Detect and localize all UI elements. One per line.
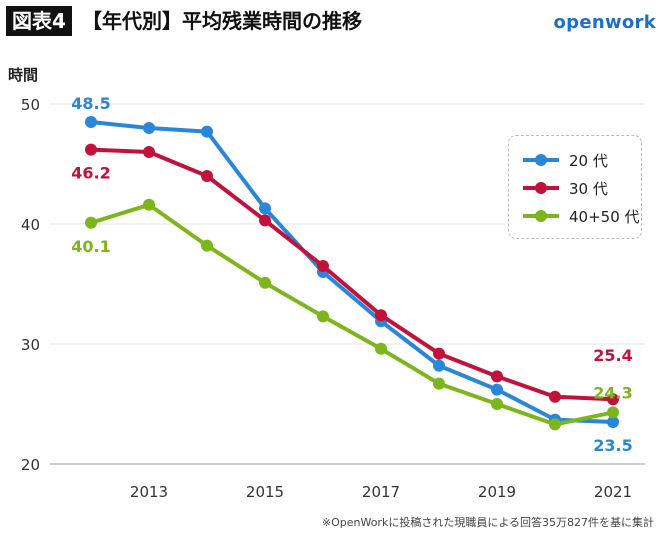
data-point	[259, 276, 271, 289]
y-tick-label: 40	[21, 216, 40, 234]
data-point	[433, 347, 445, 360]
data-point	[143, 122, 155, 134]
data-point	[259, 202, 271, 215]
data-point	[317, 260, 329, 272]
x-tick-label: 2017	[362, 483, 400, 501]
data-point	[201, 125, 213, 138]
data-point	[143, 146, 155, 158]
data-point	[491, 398, 503, 410]
data-point	[607, 406, 619, 419]
legend-item-20s: 20 代	[523, 150, 608, 170]
data-point	[607, 393, 619, 406]
legend-swatch	[523, 154, 559, 166]
data-point	[433, 377, 445, 390]
data-point	[201, 239, 213, 252]
data-point	[491, 370, 503, 383]
data-point	[375, 342, 387, 355]
x-tick-label: 2021	[594, 483, 632, 501]
footnote: ※OpenWorkに投稿された現職員による回答35万827件を基に集計	[321, 516, 654, 529]
chart-title: 【年代別】平均残業時間の推移	[82, 9, 362, 33]
y-axis-label: 時間	[8, 66, 39, 84]
legend-label: 20 代	[569, 151, 608, 170]
legend-item-30s: 30 代	[523, 178, 608, 198]
openwork-logo: openwork	[553, 12, 656, 33]
data-point	[85, 143, 97, 156]
legend-swatch	[523, 210, 559, 222]
legend-swatch	[523, 182, 559, 194]
data-point	[375, 309, 387, 322]
y-tick-label: 50	[21, 96, 40, 114]
data-label: 24.3	[593, 383, 632, 402]
series-line	[90, 120, 614, 424]
legend-label: 40+50 代	[569, 207, 640, 226]
data-point	[201, 170, 213, 182]
y-tick-label: 20	[21, 456, 40, 474]
y-tick-label: 30	[21, 336, 40, 354]
legend-label: 30 代	[569, 179, 608, 198]
data-point	[85, 216, 97, 229]
data-point	[317, 310, 329, 323]
data-label: 25.4	[593, 346, 632, 365]
data-point	[143, 198, 155, 211]
figure-badge: 図表4	[6, 6, 72, 36]
series-line	[90, 202, 614, 427]
data-label: 46.2	[71, 164, 110, 183]
x-tick-label: 2019	[478, 483, 516, 501]
data-label: 40.1	[71, 237, 110, 256]
data-point	[433, 359, 445, 372]
data-point	[549, 390, 561, 403]
data-label: 48.5	[71, 94, 110, 113]
legend-item-40-50s: 40+50 代	[523, 206, 640, 226]
data-label: 23.5	[593, 436, 632, 455]
data-point	[491, 383, 503, 396]
series-line	[90, 147, 614, 402]
data-point	[259, 214, 271, 227]
legend: 20 代 30 代 40+50 代	[508, 135, 642, 239]
x-tick-label: 2013	[130, 483, 168, 501]
x-tick-label: 2015	[246, 483, 284, 501]
data-point	[85, 116, 97, 128]
data-point	[607, 416, 619, 428]
data-point	[549, 418, 561, 431]
